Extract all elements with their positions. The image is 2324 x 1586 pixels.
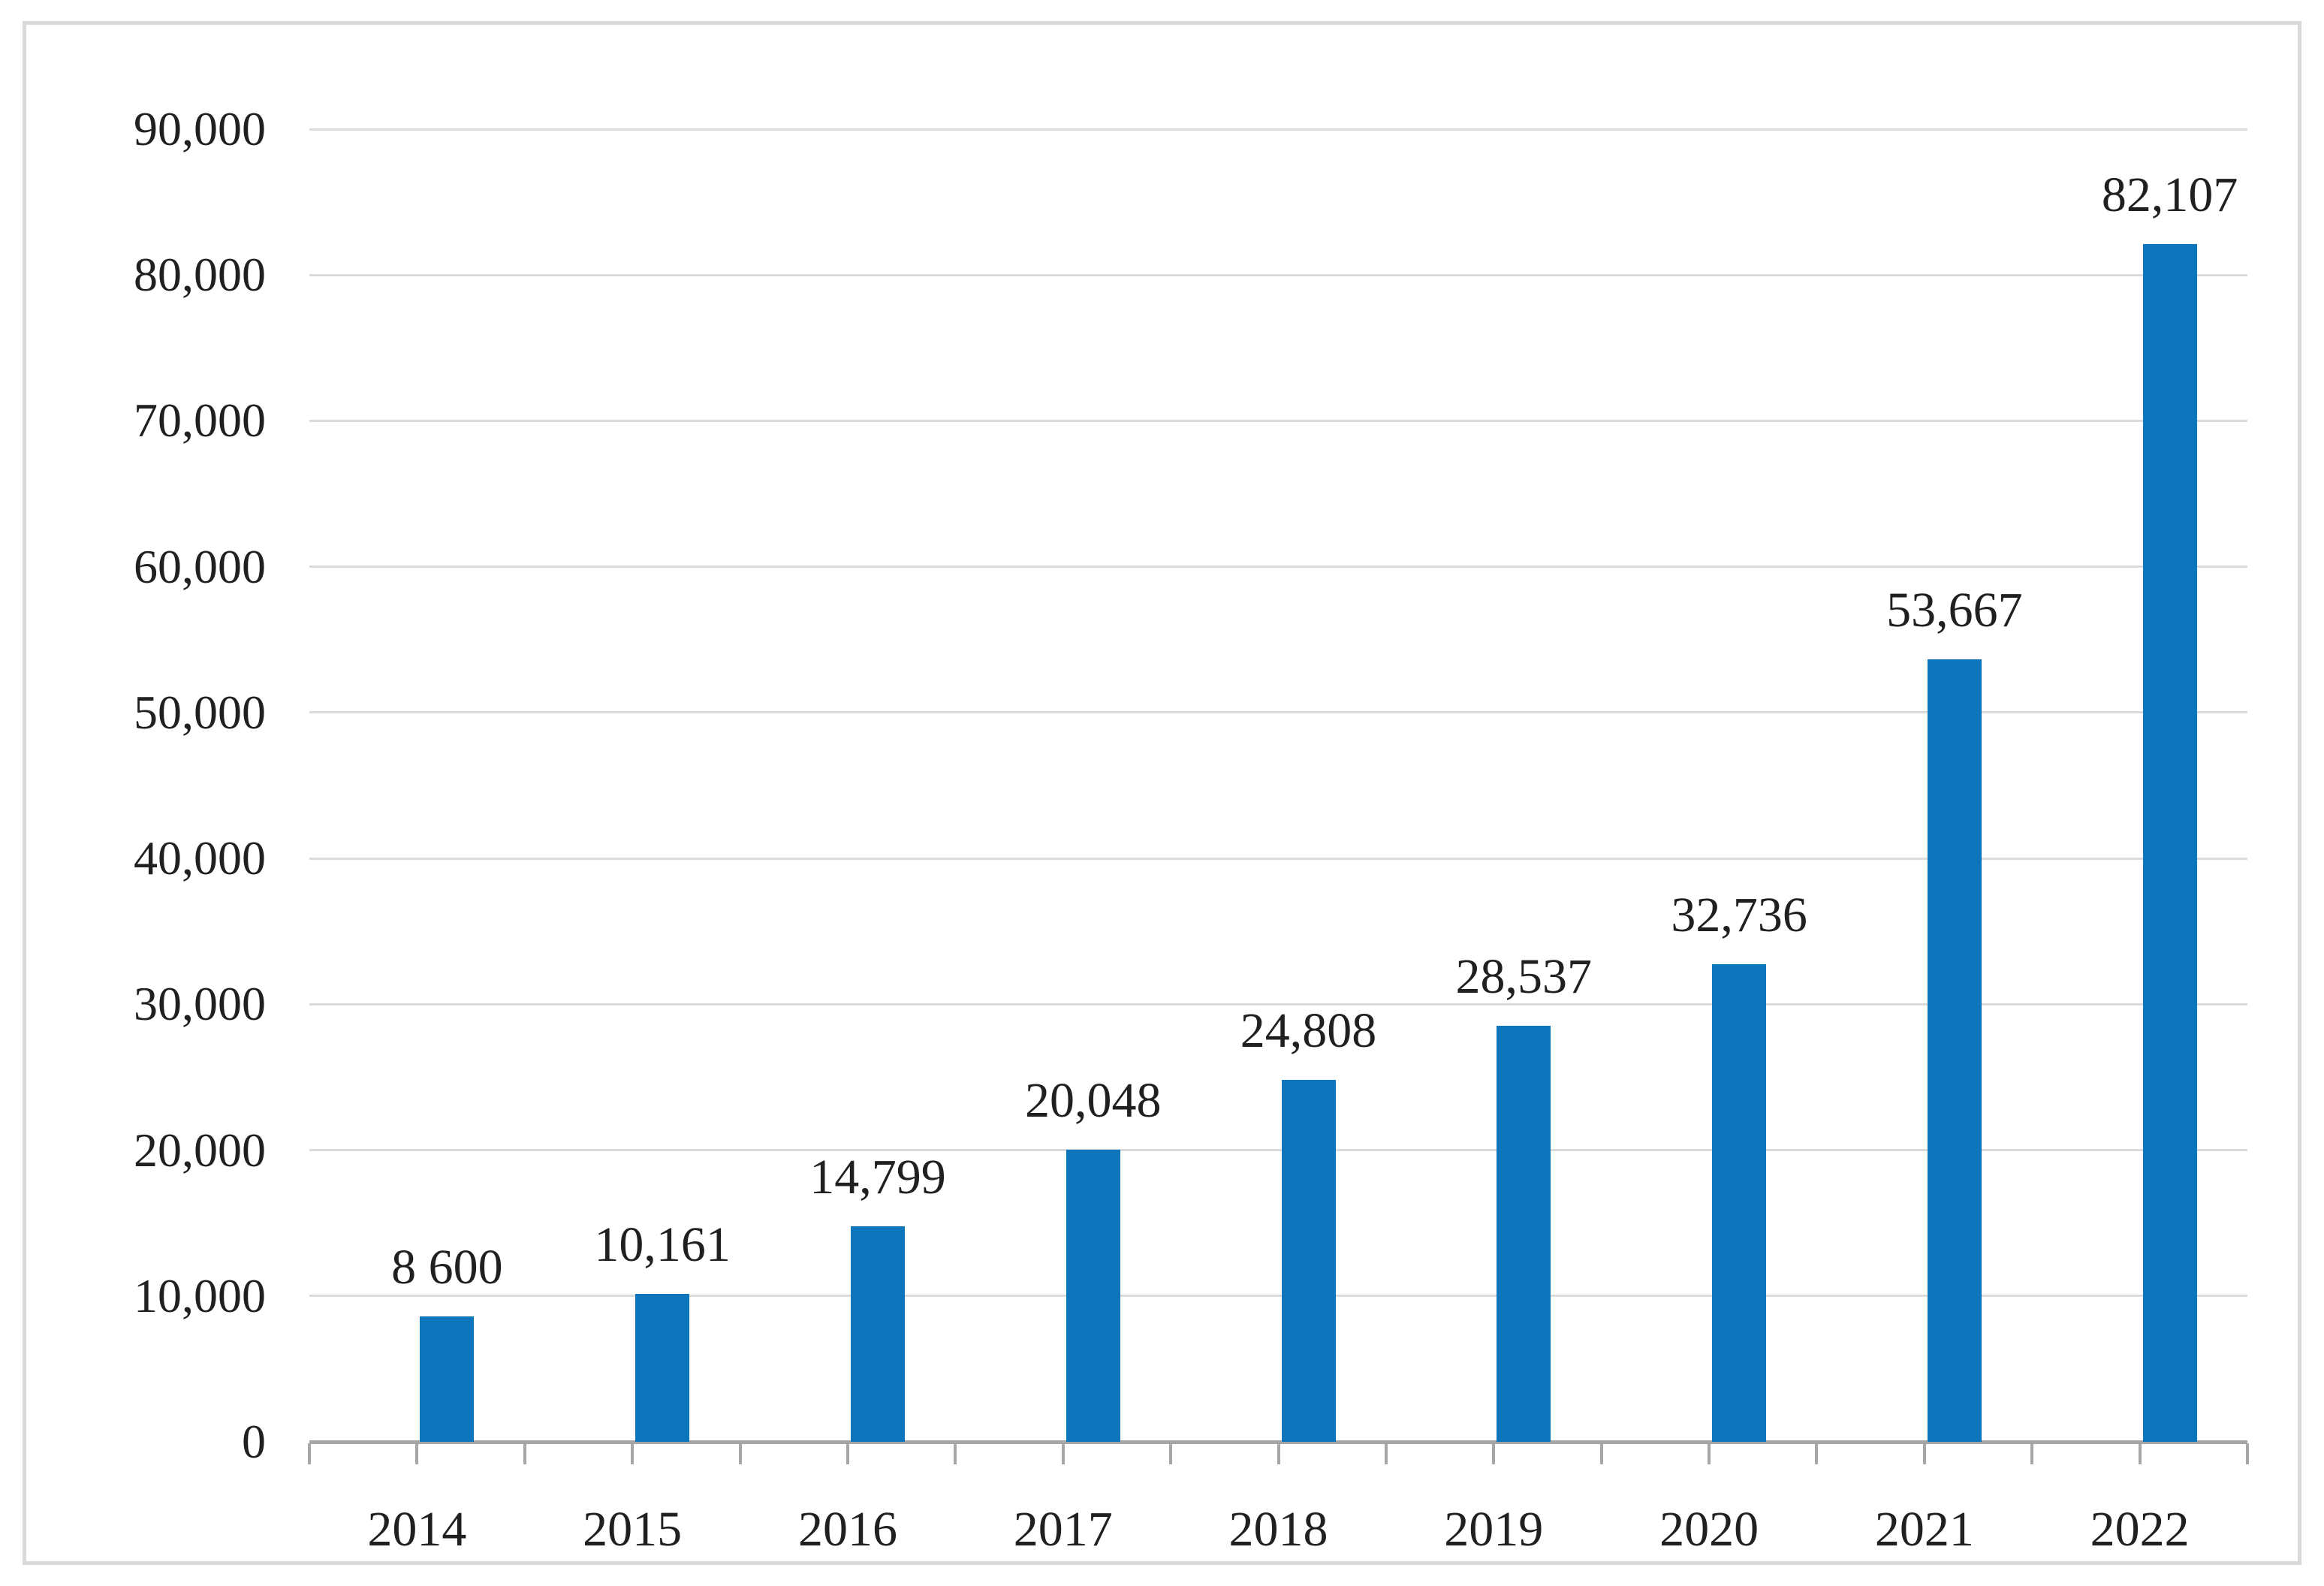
x-axis-tick — [523, 1443, 526, 1464]
x-tick-label-2021: 2021 — [1874, 1502, 1974, 1557]
x-axis-tick — [1599, 1443, 1603, 1464]
x-tick-label-2020: 2020 — [1659, 1502, 1759, 1557]
gridline-50000 — [309, 711, 2247, 714]
bar-2018 — [1281, 1080, 1336, 1442]
bar-2014 — [420, 1316, 475, 1442]
data-label-2015: 10,161 — [594, 1217, 731, 1272]
x-axis-tick — [2138, 1443, 2142, 1464]
x-axis-tick — [846, 1443, 849, 1464]
x-axis-tick — [1492, 1443, 1496, 1464]
x-axis-tick — [1277, 1443, 1280, 1464]
bar-2015 — [635, 1293, 690, 1442]
x-axis-line — [309, 1440, 2247, 1444]
y-tick-label-70000: 70,000 — [134, 393, 266, 448]
chart-frame — [23, 21, 2301, 1565]
gridline-30000 — [309, 1003, 2247, 1006]
x-tick-label-2015: 2015 — [583, 1502, 683, 1557]
y-tick-label-90000: 90,000 — [134, 102, 266, 155]
data-label-2014: 8 600 — [391, 1239, 503, 1295]
x-tick-label-2022: 2022 — [2090, 1502, 2190, 1557]
bar-2017 — [1066, 1149, 1120, 1442]
gridline-40000 — [309, 857, 2247, 860]
data-label-2022: 82,107 — [2101, 167, 2238, 223]
y-tick-label-30000: 30,000 — [134, 977, 266, 1031]
gridline-20000 — [309, 1149, 2247, 1152]
bar-2020 — [1712, 964, 1767, 1442]
data-label-2021: 53,667 — [1886, 582, 2023, 638]
gridline-80000 — [309, 273, 2247, 276]
data-label-2019: 28,537 — [1455, 948, 1593, 1004]
x-axis-tick — [1169, 1443, 1173, 1464]
bar-2016 — [850, 1226, 905, 1442]
x-axis-tick — [308, 1443, 311, 1464]
bar-2022 — [2142, 244, 2197, 1442]
y-tick-label-80000: 80,000 — [134, 248, 266, 302]
x-tick-label-2017: 2017 — [1013, 1502, 1113, 1557]
x-axis-tick — [738, 1443, 742, 1464]
y-tick-label-60000: 60,000 — [134, 539, 266, 593]
x-axis-tick — [1384, 1443, 1388, 1464]
gridline-60000 — [309, 565, 2247, 568]
x-axis-tick — [1061, 1443, 1065, 1464]
y-tick-label-50000: 50,000 — [134, 685, 266, 739]
bar-2021 — [1927, 659, 1982, 1442]
x-tick-label-2018: 2018 — [1228, 1502, 1328, 1557]
x-axis-tick — [415, 1443, 419, 1464]
x-axis-tick — [631, 1443, 635, 1464]
x-axis-tick — [1708, 1443, 1711, 1464]
y-tick-label-20000: 20,000 — [134, 1123, 266, 1177]
y-tick-label-10000: 10,000 — [134, 1268, 266, 1322]
x-tick-label-2019: 2019 — [1444, 1502, 1544, 1557]
gridline-70000 — [309, 419, 2247, 422]
x-axis-tick — [1815, 1443, 1819, 1464]
data-label-2016: 14,799 — [809, 1149, 946, 1205]
bar-2019 — [1497, 1025, 1551, 1442]
gridline-90000 — [309, 128, 2247, 131]
x-axis-tick — [2246, 1443, 2250, 1464]
x-tick-label-2016: 2016 — [797, 1502, 897, 1557]
data-label-2017: 20,048 — [1024, 1072, 1162, 1128]
y-tick-label-40000: 40,000 — [134, 831, 266, 885]
x-axis-tick — [1922, 1443, 1926, 1464]
x-axis-tick — [954, 1443, 957, 1464]
x-axis-tick — [2030, 1443, 2034, 1464]
data-label-2020: 32,736 — [1671, 888, 1807, 943]
x-tick-label-2014: 2014 — [367, 1502, 467, 1557]
data-label-2018: 24,808 — [1240, 1003, 1377, 1059]
y-tick-label-0: 0 — [242, 1415, 266, 1468]
gridline-10000 — [309, 1295, 2247, 1298]
